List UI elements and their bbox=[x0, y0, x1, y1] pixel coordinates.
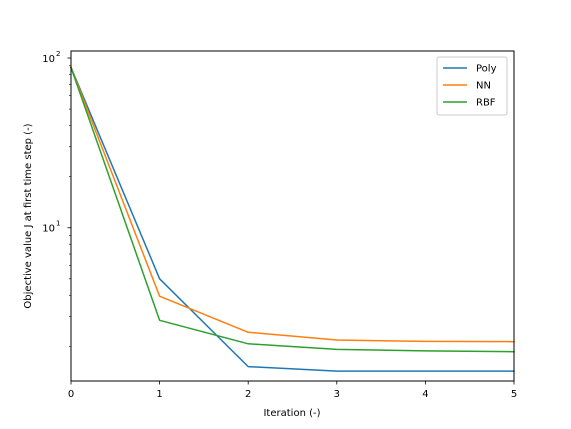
legend-box bbox=[436, 56, 508, 116]
y-tick-label: 10 bbox=[42, 224, 55, 235]
y-tick-label: 10 bbox=[42, 54, 55, 65]
x-tick-label: 1 bbox=[156, 389, 162, 400]
series-line-nn bbox=[70, 66, 515, 343]
x-axis-ticks: 0 1 2 3 4 5 bbox=[68, 381, 517, 400]
x-tick-label: 0 bbox=[68, 389, 74, 400]
plot-frame bbox=[70, 50, 515, 382]
y-axis-title: Objective value J at first time step (-) bbox=[23, 123, 34, 308]
x-tick-label: 3 bbox=[334, 389, 340, 400]
x-axis-title: Iteration (-) bbox=[263, 408, 320, 419]
series-line-poly bbox=[70, 66, 515, 372]
series-layer bbox=[70, 66, 515, 372]
x-tick-label: 2 bbox=[245, 389, 251, 400]
legend-label-poly: Poly bbox=[476, 64, 497, 75]
series-line-rbf bbox=[70, 66, 515, 353]
x-tick-label: 5 bbox=[511, 389, 517, 400]
y-tick-exponent: 1 bbox=[56, 220, 60, 228]
legend-label-rbf: RBF bbox=[476, 98, 496, 109]
legend-label-nn: NN bbox=[476, 81, 491, 92]
x-tick-label: 4 bbox=[422, 389, 428, 400]
y-tick-exponent: 2 bbox=[56, 50, 60, 58]
legend: Poly NN RBF bbox=[436, 56, 508, 116]
